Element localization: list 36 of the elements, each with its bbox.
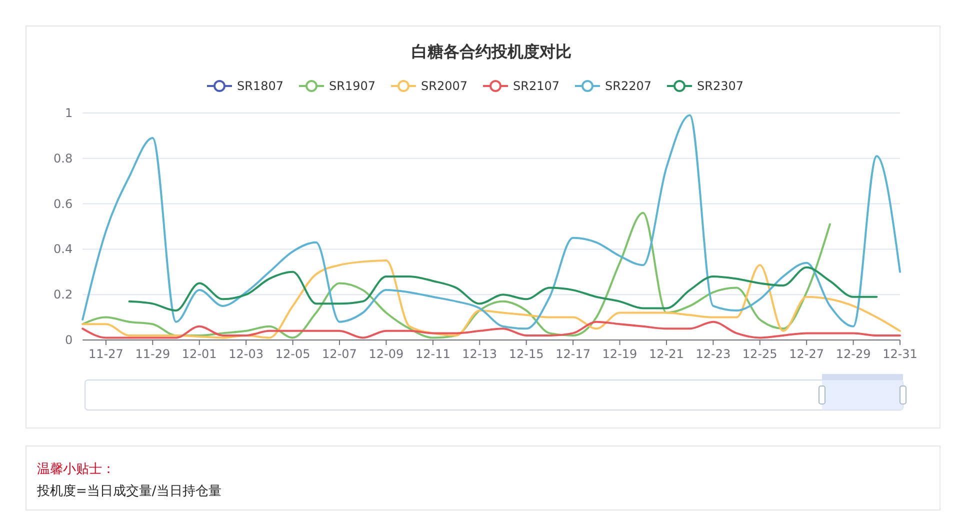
x-tick-label: 12-15 [508,347,544,361]
y-tick-label: 0.8 [54,151,73,166]
legend-label: SR2307 [697,79,744,93]
legend-label: SR2007 [421,79,468,93]
x-tick-label: 12-01 [182,347,217,361]
x-tick-label: 12-19 [602,347,638,361]
y-tick-label: 0.6 [54,196,73,211]
x-tick-label: 12-23 [696,347,731,361]
y-tick-label: 1 [64,106,73,120]
legend-label: SR2207 [605,79,652,93]
x-tick-label: 12-13 [462,347,498,361]
x-tick-label: 12-05 [275,347,310,361]
x-tick-label: 12-25 [742,347,778,361]
y-tick-label: 0.2 [54,288,73,302]
x-tick-label: 12-11 [415,347,450,361]
x-tick-label: 12-29 [836,347,871,361]
line-series [82,114,901,330]
legend-label: SR2107 [513,79,560,93]
legend-label: SR1807 [237,79,284,93]
text: 投机度=当日成交量/当日持仓量 [36,483,222,499]
x-tick-label: 11-29 [135,347,170,361]
line-series [128,266,878,312]
text: 温馨小贴士： [37,462,115,477]
x-tick-label: 11-27 [88,347,124,361]
x-tick-label: 12-17 [556,347,590,361]
chart-title: 白糖各合约投机度对比 [411,42,572,61]
x-tick-label: 12-21 [649,347,684,361]
y-tick-label: 0.4 [54,242,73,256]
line-series [82,212,831,339]
x-tick-label: 12-07 [322,347,357,361]
legend-label: SR1907 [329,79,376,93]
x-tick-label: 12-09 [368,347,404,361]
y-tick-label: 0 [64,333,73,347]
x-tick-label: 12-03 [228,347,264,361]
x-tick-label: 12-31 [882,347,918,361]
x-tick-label: 12-27 [789,347,824,361]
